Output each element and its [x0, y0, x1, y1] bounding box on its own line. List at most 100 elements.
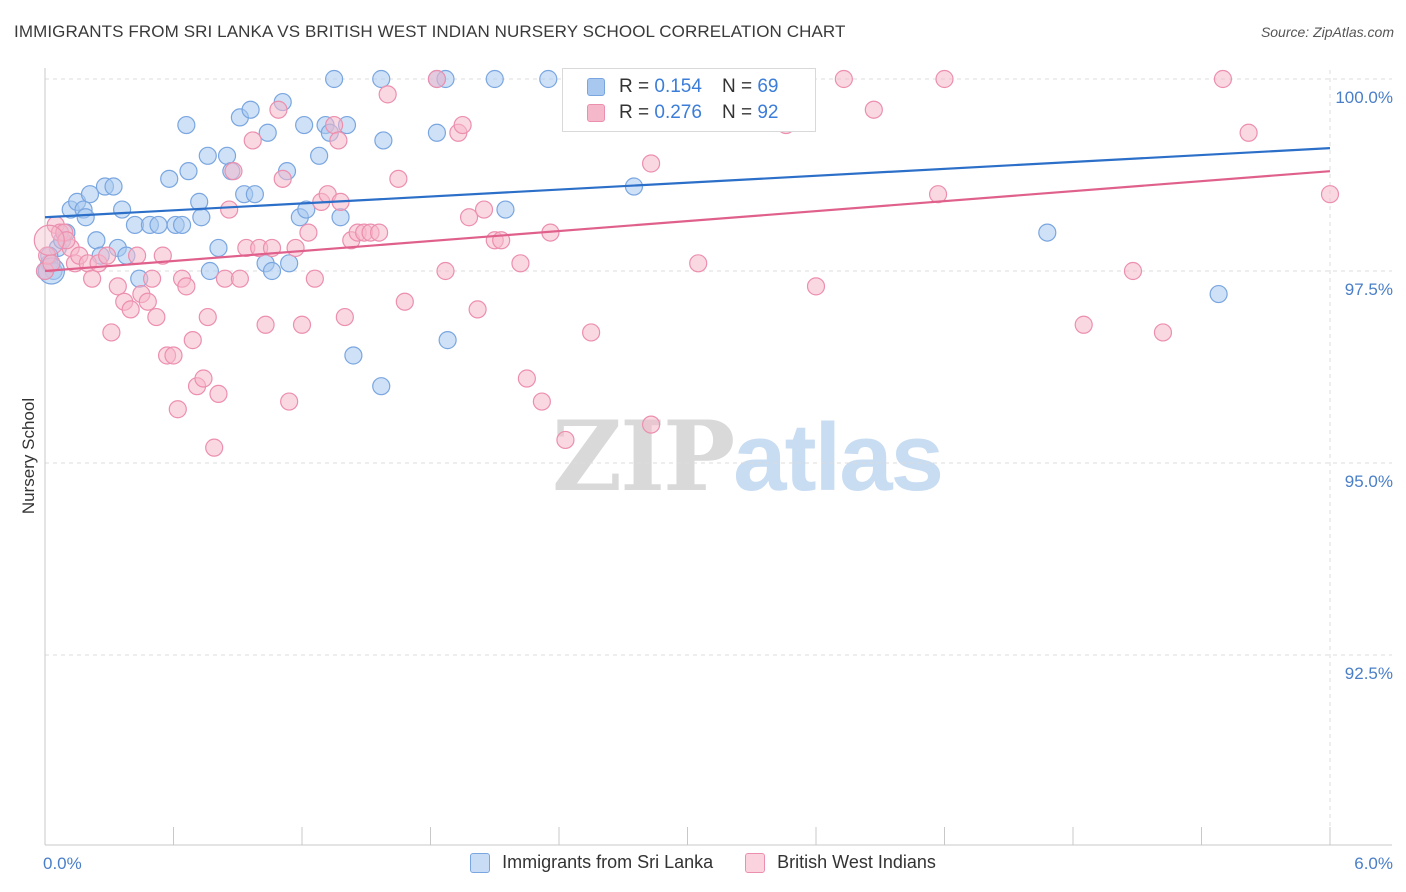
- legend-r-value: 0.154: [654, 76, 702, 97]
- data-point-bwi: [641, 154, 661, 173]
- legend-n-label: N =: [721, 76, 753, 97]
- data-point-bwi: [378, 85, 397, 104]
- data-point-bwi: [108, 277, 127, 296]
- data-point-sri-lanka: [485, 69, 504, 89]
- data-point-sri-lanka: [76, 208, 95, 227]
- watermark-zip: ZIP: [552, 400, 735, 513]
- data-point-bwi: [1239, 123, 1258, 142]
- data-point-bwi: [220, 200, 239, 219]
- data-point-bwi: [33, 224, 65, 256]
- data-point-sri-lanka: [198, 146, 217, 165]
- data-point-bwi: [299, 223, 318, 242]
- y-tick-label: 95.0%: [1345, 472, 1393, 491]
- data-point-sri-lanka: [539, 69, 558, 89]
- trend-line-bwi: [44, 170, 1331, 273]
- data-point-sri-lanka: [372, 377, 391, 396]
- data-point-bwi: [325, 115, 344, 135]
- legend-r-value: 0.276: [654, 102, 702, 123]
- legend-r-label: R =: [619, 102, 650, 123]
- data-point-sri-lanka: [80, 185, 100, 204]
- chart-title: IMMIGRANTS FROM SRI LANKA VS BRITISH WES…: [14, 22, 846, 41]
- data-point-bwi: [224, 162, 243, 181]
- stats-legend-row-sri-lanka: R = 0.154 N = 69: [587, 75, 778, 99]
- data-point-bwi: [468, 300, 487, 319]
- data-point-sri-lanka: [374, 131, 393, 150]
- axis-labels: 92.5% 95.0% 97.5% 100.0% 0.0% 6.0% Nursery Sch…: [19, 88, 1393, 873]
- data-point-sri-lanka: [325, 69, 344, 89]
- data-point-bwi: [532, 392, 551, 411]
- data-point-bwi: [370, 223, 389, 242]
- data-point-bwi: [230, 269, 249, 288]
- data-point-bwi: [305, 269, 324, 288]
- data-point-sri-lanka: [217, 146, 237, 165]
- legend-item-bwi[interactable]: British West Indians: [745, 852, 936, 873]
- data-point-bwi: [168, 400, 187, 419]
- data-point-bwi: [427, 69, 447, 89]
- stats-legend-row-bwi: R = 0.276 N = 92: [587, 101, 778, 125]
- data-point-bwi: [1074, 315, 1093, 334]
- data-point-bwi: [147, 307, 166, 327]
- legend-swatch-blue: [587, 78, 605, 96]
- data-point-sri-lanka: [200, 261, 220, 281]
- data-point-sri-lanka: [297, 200, 316, 219]
- legend-label-sri-lanka: Immigrants from Sri Lanka: [502, 852, 714, 872]
- data-point-sri-lanka: [1209, 284, 1228, 304]
- data-point-bwi: [142, 269, 162, 288]
- watermark-atlas: atlas: [733, 404, 944, 511]
- legend-r-label: R =: [619, 76, 650, 97]
- data-point-bwi: [138, 292, 157, 311]
- data-point-bwi: [98, 246, 117, 265]
- data-point-sri-lanka: [149, 215, 168, 235]
- data-point-sri-lanka: [310, 146, 329, 165]
- data-point-bwi: [280, 392, 299, 411]
- data-point-bwi: [641, 415, 661, 434]
- data-point-bwi: [177, 277, 196, 296]
- data-point-bwi: [935, 69, 954, 89]
- data-point-bwi: [164, 346, 183, 365]
- legend-swatch-blue: [470, 852, 491, 873]
- data-point-bwi: [198, 307, 217, 327]
- data-point-sri-lanka: [262, 261, 282, 281]
- data-point-sri-lanka: [245, 185, 264, 204]
- data-point-bwi: [1213, 69, 1233, 89]
- data-point-bwi: [395, 292, 414, 311]
- data-point-sri-lanka: [241, 100, 260, 119]
- legend-swatch-pink: [587, 104, 605, 122]
- data-point-bwi: [389, 169, 408, 188]
- data-point-bwi: [459, 208, 479, 227]
- legend-n-value: 92: [757, 102, 779, 123]
- data-point-bwi: [183, 331, 202, 350]
- data-point-bwi: [286, 238, 305, 258]
- data-point-sri-lanka: [104, 177, 123, 196]
- data-point-sri-lanka: [1038, 223, 1057, 242]
- data-point-bwi: [806, 277, 826, 296]
- data-point-sri-lanka: [172, 215, 192, 235]
- data-point-bwi: [102, 323, 121, 342]
- data-point-sri-lanka: [295, 115, 314, 135]
- data-point-bwi: [436, 261, 455, 281]
- y-tick-label: 100.0%: [1335, 88, 1393, 107]
- data-point-bwi: [1123, 261, 1143, 281]
- legend-swatch-pink: [745, 852, 766, 873]
- data-point-bwi: [453, 115, 472, 135]
- data-point-sri-lanka: [87, 231, 106, 250]
- data-point-sri-lanka: [280, 254, 299, 273]
- data-point-bwi: [556, 430, 575, 450]
- data-point-bwi: [834, 69, 853, 89]
- y-tick-label: 92.5%: [1345, 664, 1393, 683]
- data-point-sri-lanka: [177, 115, 196, 135]
- data-point-bwi: [474, 200, 494, 219]
- data-point-bwi: [864, 100, 883, 119]
- axes: [44, 68, 1392, 846]
- data-point-sri-lanka: [258, 123, 277, 142]
- data-point-sri-lanka: [344, 346, 363, 365]
- zipatlas-watermark: ZIPatlas: [552, 400, 944, 513]
- data-point-sri-lanka: [160, 169, 179, 188]
- data-point-bwi: [689, 254, 708, 273]
- legend-n-label: N =: [721, 102, 753, 123]
- data-point-bwi: [256, 315, 275, 334]
- x-tick-label: 0.0%: [43, 854, 82, 873]
- data-point-bwi: [517, 369, 536, 388]
- legend-item-sri-lanka[interactable]: Immigrants from Sri Lanka: [470, 852, 713, 873]
